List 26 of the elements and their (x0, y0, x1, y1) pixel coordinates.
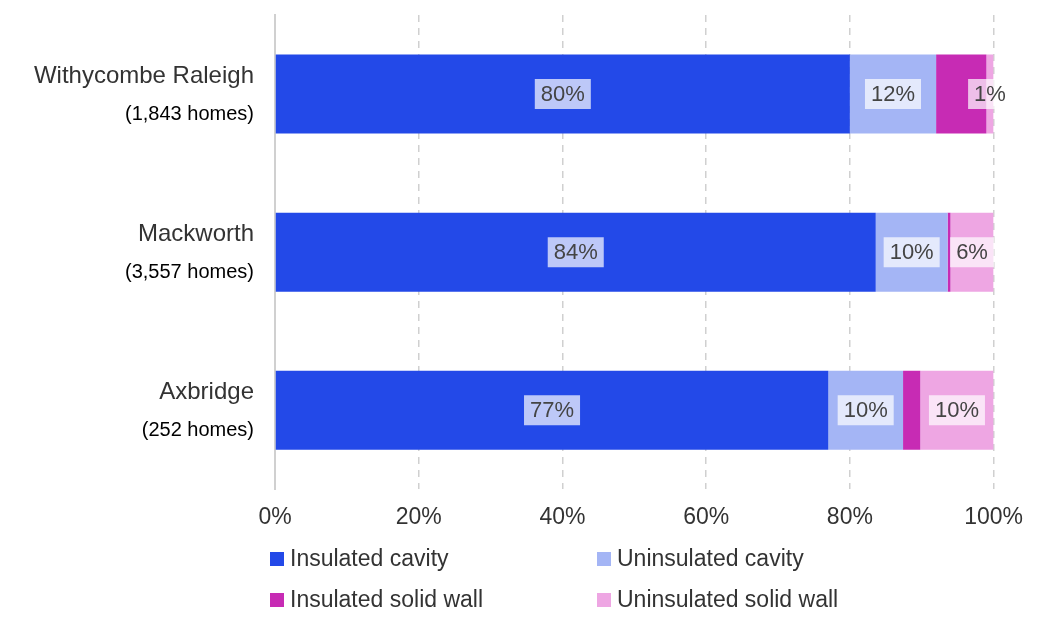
bar (275, 212, 876, 292)
data-label: 10% (843, 397, 888, 423)
bar (275, 370, 829, 450)
y-tick-label: Mackworth (3,557 homes) (125, 218, 254, 282)
data-label: 12% (870, 81, 916, 107)
y-tick-label: Axbridge (252 homes) (141, 376, 254, 440)
data-label: 84% (553, 239, 598, 265)
legend-label: Insulated solid wall (290, 586, 484, 613)
data-label: 6% (956, 239, 988, 265)
data-label: 80% (540, 81, 585, 107)
x-tick-label: 80% (826, 502, 873, 529)
data-label: 10% (934, 397, 979, 423)
x-tick-label: 0% (258, 502, 292, 529)
bar (275, 54, 850, 134)
x-tick-label: 20% (395, 502, 442, 529)
legend-label: Insulated cavity (290, 545, 449, 572)
data-label: 1% (974, 81, 1006, 107)
data-label: 10% (889, 239, 934, 265)
x-tick-label: 40% (539, 502, 586, 529)
legend-label: Uninsulated cavity (617, 545, 804, 572)
legend-label: Uninsulated solid wall (617, 586, 839, 613)
data-label: 77% (530, 397, 575, 423)
x-tick-label: 60% (683, 502, 730, 529)
bar (903, 370, 921, 450)
x-tick-label: 100% (964, 502, 1023, 529)
y-tick-label: Withycombe Raleigh (1,843 homes) (33, 60, 254, 124)
